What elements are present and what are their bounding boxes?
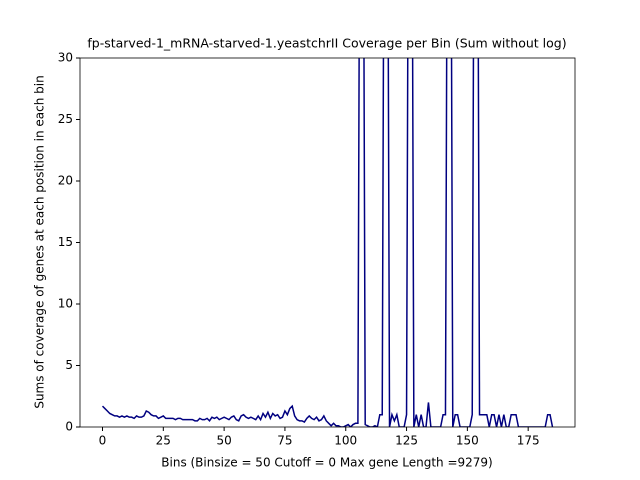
x-tick-label: 125	[395, 434, 418, 448]
plot-frame	[79, 57, 576, 428]
y-tick-label: 30	[58, 51, 73, 65]
x-tick-label: 150	[456, 434, 479, 448]
x-tick-label: 50	[216, 434, 231, 448]
y-tick-label: 10	[58, 297, 73, 311]
y-tick-label: 25	[58, 112, 73, 126]
y-tick-label: 15	[58, 235, 73, 249]
x-tick-label: 0	[99, 434, 107, 448]
x-axis-label: Bins (Binsize = 50 Cutoff = 0 Max gene L…	[161, 456, 492, 470]
y-tick-label: 0	[65, 420, 73, 434]
x-tick-label: 25	[156, 434, 171, 448]
x-tick-label: 175	[517, 434, 540, 448]
data-line	[101, 58, 554, 427]
y-tick-label: 20	[58, 174, 73, 188]
x-tick-label: 100	[334, 434, 357, 448]
y-tick-label: 5	[65, 358, 73, 372]
y-axis-label: Sums of coverage of genes at each positi…	[33, 75, 47, 408]
x-tick-label: 75	[277, 434, 292, 448]
chart-title: fp-starved-1_mRNA-starved-1.yeastchrII C…	[87, 36, 566, 51]
